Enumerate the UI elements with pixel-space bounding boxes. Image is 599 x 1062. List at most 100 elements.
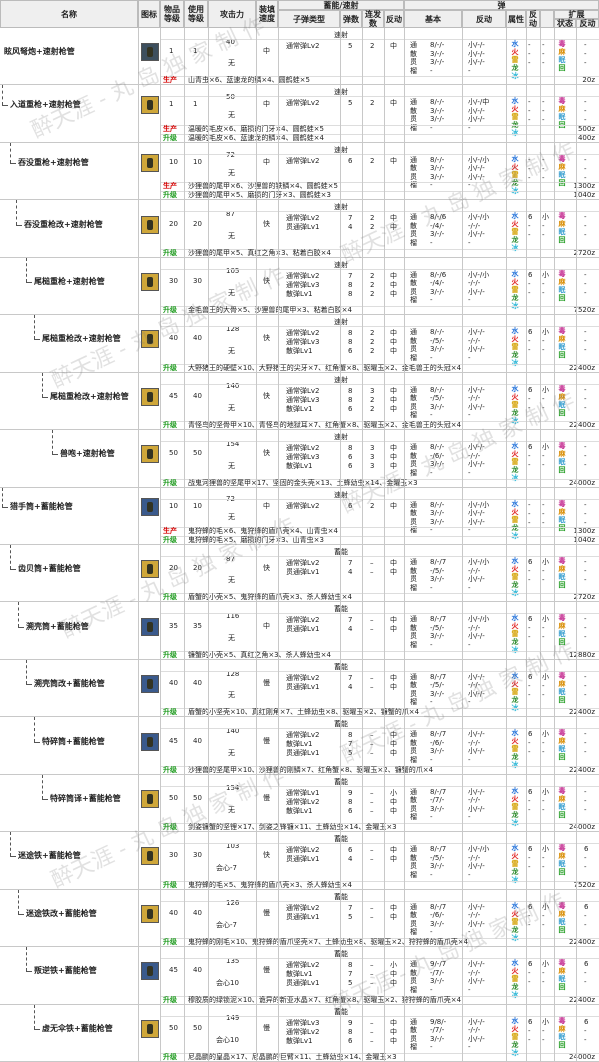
ammo-kind: 散: [410, 509, 417, 518]
status-1: 麻: [558, 1024, 566, 1033]
ammo-kind: 榴: [410, 755, 417, 764]
weapon-name[interactable]: 入道重枪+速射枪管: [10, 100, 81, 110]
affinity-value: 无: [228, 404, 235, 413]
element-count: -: [528, 116, 531, 125]
weapon-name[interactable]: 特碎筒+蓄能枪管: [42, 736, 105, 746]
sub-divider: [160, 728, 599, 730]
ammo-recoil: 小/-/-: [468, 517, 485, 526]
ammo-kind: 榴: [410, 583, 417, 592]
element-0: 水: [511, 1016, 519, 1025]
element-recoil: -: [542, 796, 545, 805]
material-label: 生产: [163, 182, 177, 191]
bullet-count: 6: [348, 462, 353, 471]
ammo-basic: -/4/-: [430, 279, 445, 288]
weapon-name[interactable]: 猎手筒+蓄能枪管: [10, 502, 73, 512]
ammo-kind: 榴: [410, 123, 417, 132]
weapon-name[interactable]: 虚无伞铁+蓄能枪管: [42, 1023, 113, 1033]
bullet-recoil: 小: [390, 788, 397, 797]
affinity-value: 无: [228, 346, 235, 355]
element-2: 雷: [511, 1032, 519, 1041]
weapon-name[interactable]: 尾槌重枪改+速射枪管: [50, 391, 129, 401]
affinity-value: 无: [228, 168, 235, 177]
attack-value: 140: [226, 727, 240, 736]
weapon-name[interactable]: 叛逆铁+蓄能枪管: [34, 966, 97, 976]
weapon-name[interactable]: 溯壳筒+蓄能枪管: [26, 621, 89, 631]
ammo-recoil: -: [468, 1043, 471, 1052]
use-level: 30: [193, 851, 202, 860]
element-3: 龙: [511, 753, 519, 762]
attack-value: 154: [226, 439, 240, 448]
item-level: 35: [169, 621, 178, 630]
weapon-name[interactable]: 特碎筒译+蓄能枪管: [50, 793, 121, 803]
sub-divider: [160, 153, 599, 155]
tree-connector: [18, 913, 24, 915]
ammo-basic: -/5/-: [430, 853, 445, 862]
bullet-recoil: 中: [390, 404, 397, 413]
weapon-name[interactable]: 吞没重枪改+速射枪管: [24, 219, 103, 229]
element-recoil: -: [542, 164, 545, 173]
ammo-basic: 3/-/-: [430, 509, 445, 518]
ammo-kind: 通: [410, 615, 417, 624]
element-0: 水: [511, 499, 519, 508]
element-0: 水: [511, 269, 519, 278]
fire-mode: 速射: [334, 31, 348, 39]
status-3: 回: [558, 581, 566, 589]
column-divider: [278, 28, 279, 1062]
bullet-recoil: 中: [390, 289, 397, 298]
element-1: 火: [511, 565, 519, 573]
use-level: 50: [193, 793, 202, 802]
reload-speed: 慢: [263, 1023, 270, 1032]
ammo-kind: 贯: [410, 575, 417, 583]
weapon-name[interactable]: 溯壳筒改+蓄能枪管: [34, 679, 105, 689]
status-0: 毒: [558, 212, 566, 221]
ammo-recoil: -: [468, 123, 471, 132]
gun-icon: [147, 621, 153, 632]
status-recoil: -: [584, 328, 587, 337]
element-1: 火: [511, 220, 519, 229]
element-count: 6: [528, 558, 533, 566]
element-1: 火: [511, 277, 519, 286]
item-level: 1: [169, 47, 174, 56]
bullet-recoil: 中: [390, 625, 397, 634]
status-1: 麻: [558, 450, 566, 459]
weapon-name[interactable]: 齿贝筒+蓄能枪管: [18, 564, 81, 574]
bullet-count: 8: [348, 444, 353, 453]
material-label: 升级: [163, 363, 177, 372]
weapon-icon: [141, 153, 159, 172]
sub-divider: [160, 613, 599, 615]
bullet-recoil: 中: [390, 846, 397, 855]
reload-speed: 中: [263, 157, 270, 166]
ammo-recoil: 小/-/-: [468, 287, 485, 296]
weapon-name[interactable]: 吞没重枪+速射枪管: [18, 157, 89, 167]
weapon-name[interactable]: 尾槌重枪+速射枪管: [34, 276, 105, 286]
tree-connector: [34, 717, 35, 742]
weapon-name[interactable]: 尾槌重枪改+速射枪管: [42, 334, 121, 344]
bullet-type: 通常弹Lv2: [286, 42, 320, 50]
ammo-basic: -/7/-: [430, 796, 445, 805]
element-count: -: [528, 911, 531, 920]
material-list: 沙狸兽的尾甲×5、真红之角×3、粘着白胶×4: [188, 248, 331, 257]
bullet-recoil: 中: [390, 271, 397, 280]
element-recoil: -: [542, 452, 545, 461]
tree-connector: [34, 339, 40, 341]
bullet-recoil: 中: [390, 280, 397, 289]
ammo-kind: 散: [410, 49, 417, 58]
header-blank: [540, 10, 554, 28]
weapon-name[interactable]: 迷途铁+蓄能枪管: [18, 851, 81, 861]
weapon-row: 尾槌重枪改+速射枪管 45 40 140 无快速射 通常弹Lv2 8 3 中通常弹Lv3 8 2 中散…: [0, 372, 599, 431]
rapid-count: 3: [370, 462, 375, 471]
element-count: 6: [528, 787, 533, 796]
element-recoil: -: [542, 748, 545, 757]
header-icon: 图标: [138, 0, 160, 28]
weapon-name[interactable]: 迷途铁改+蓄能枪管: [26, 908, 97, 918]
bullet-count: 6: [348, 806, 353, 815]
rapid-count: 3: [370, 386, 375, 395]
tree-connector: [52, 430, 53, 455]
ammo-kind: 散: [410, 279, 417, 288]
bullet-type: 通常弹Lv2: [286, 903, 320, 912]
weapon-name[interactable]: 兽咆+速射枪管: [60, 449, 115, 459]
weapon-row: 特碎筒+蓄能枪管 45 40 140 无慢蓄能 通常弹Lv2 8– 中散弹Lv1 7– 中贯通弹L…: [0, 717, 599, 775]
ammo-recoil: 小/-/-: [468, 49, 485, 58]
weapon-name[interactable]: 眩风弩炮+速射枪管: [4, 47, 75, 57]
status-0: 毒: [558, 786, 566, 795]
